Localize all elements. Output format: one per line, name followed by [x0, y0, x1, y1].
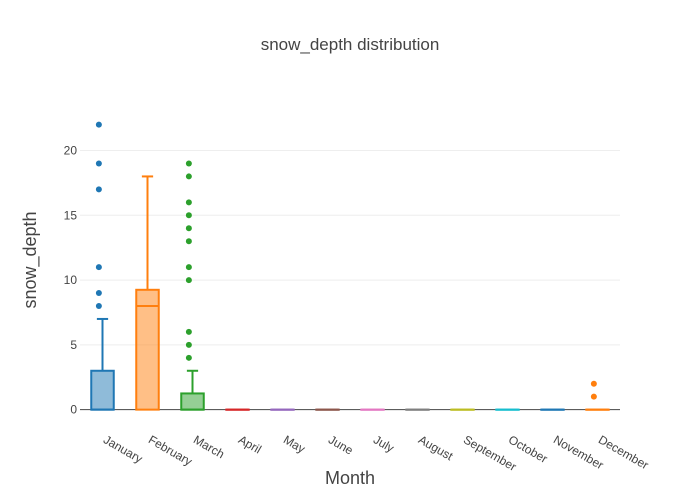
x-tick-label: December	[596, 432, 651, 472]
x-axis-title: Month	[325, 468, 375, 488]
x-tick-label: November	[551, 432, 606, 472]
y-tick-label: 10	[64, 273, 78, 287]
box-january	[90, 121, 115, 411]
outlier-point	[185, 328, 192, 335]
outlier-point	[185, 354, 192, 361]
outlier-point	[185, 173, 192, 180]
y-tick-label: 15	[64, 208, 78, 222]
outlier-point	[95, 160, 102, 167]
box-body	[180, 392, 205, 411]
box-december	[585, 380, 610, 411]
box-february	[135, 175, 160, 411]
outlier-point	[95, 264, 102, 271]
y-tick-label: 0	[70, 403, 77, 417]
x-tick-label: April	[236, 432, 264, 456]
box-march	[180, 160, 205, 411]
outlier-point	[95, 186, 102, 193]
outlier-point	[95, 290, 102, 297]
outlier-point	[95, 121, 102, 128]
y-tick-label: 5	[70, 338, 77, 352]
box-plot-series	[90, 121, 610, 411]
x-tick-label: July	[371, 432, 396, 455]
outlier-point	[185, 264, 192, 271]
x-tick-label: February	[146, 432, 195, 468]
outlier-point	[185, 277, 192, 284]
x-tick-label: May	[281, 432, 308, 455]
outlier-point	[185, 341, 192, 348]
outlier-point	[185, 238, 192, 245]
outlier-point	[95, 302, 102, 309]
outlier-point	[590, 393, 597, 400]
x-tick-label: March	[191, 432, 227, 461]
x-tick-label: June	[326, 432, 356, 457]
outlier-point	[185, 225, 192, 232]
box-body	[90, 369, 115, 411]
chart-title: snow_depth distribution	[261, 35, 440, 54]
x-tick-label: August	[416, 432, 456, 463]
gridlines	[80, 150, 620, 411]
y-axis-ticks: 0 5 10 15 20	[64, 144, 78, 417]
outlier-point	[185, 212, 192, 219]
box-body	[135, 288, 160, 411]
y-axis-title: snow_depth	[20, 211, 41, 308]
outlier-point	[185, 160, 192, 167]
outlier-point	[590, 380, 597, 387]
outlier-point	[185, 199, 192, 206]
y-tick-label: 20	[64, 144, 78, 158]
x-tick-label: January	[101, 432, 145, 465]
